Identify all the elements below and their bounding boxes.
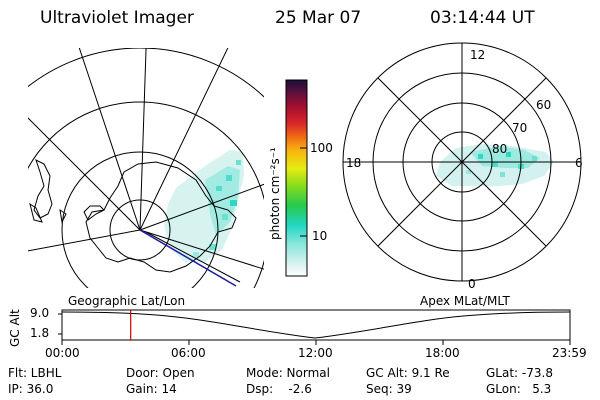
altitude-axis-label: GC Alt xyxy=(8,309,22,347)
colorbar-label-100: 100 xyxy=(310,141,333,155)
mlat-label-80: 80 xyxy=(492,142,508,156)
altitude-curve xyxy=(61,311,571,339)
status-glat: GLat: -73.8 xyxy=(486,366,553,380)
colorbar xyxy=(285,79,308,277)
mlt-label-6: 6 xyxy=(575,156,583,170)
colorbar-label-10: 10 xyxy=(312,229,328,243)
spacecraft-meridian xyxy=(145,231,241,283)
status-door: Door: Open xyxy=(126,366,195,380)
status-dsp: Dsp: -2.6 xyxy=(246,382,312,396)
mlat-label-70: 70 xyxy=(512,121,528,135)
status-gc-alt: GC Alt: 9.1 Re xyxy=(366,366,450,380)
time-ticks xyxy=(58,313,571,345)
spacecraft-track xyxy=(139,229,237,287)
mlat-label-60: 60 xyxy=(536,98,552,112)
altitude-plot xyxy=(58,309,571,345)
observation-date: 25 Mar 07 xyxy=(275,8,362,28)
colorbar-unit-label: photon cm⁻²s⁻¹ xyxy=(268,147,282,240)
time-tick-2359: 23:59 xyxy=(552,346,587,360)
mlt-lines xyxy=(343,43,581,281)
observation-time: 03:14:44 UT xyxy=(430,8,535,28)
geographic-map-label: Geographic Lat/Lon xyxy=(68,294,186,308)
status-gain: Gain: 14 xyxy=(126,382,177,396)
altitude-tick-1-8: 1.8 xyxy=(30,326,50,340)
instrument-title: Ultraviolet Imager xyxy=(40,8,194,28)
status-glon: GLon: 5.3 xyxy=(486,382,552,396)
time-tick-0000: 00:00 xyxy=(45,346,80,360)
mlt-label-12: 12 xyxy=(470,48,486,62)
geographic-map xyxy=(28,48,264,288)
latitude-circles xyxy=(28,48,264,288)
mlt-label-18: 18 xyxy=(346,156,362,170)
mlt-label-0: 0 xyxy=(468,277,476,291)
status-seq: Seq: 39 xyxy=(366,382,412,396)
polar-plot xyxy=(342,42,582,282)
altitude-tick-9: 9.0 xyxy=(30,306,50,320)
time-tick-0600: 06:00 xyxy=(171,346,206,360)
time-tick-1800: 18:00 xyxy=(425,346,460,360)
time-tick-1200: 12:00 xyxy=(298,346,333,360)
status-mode: Mode: Normal xyxy=(246,366,330,380)
longitude-lines xyxy=(28,48,264,270)
status-ip: IP: 36.0 xyxy=(8,382,54,396)
status-filter: Flt: LBHL xyxy=(8,366,62,380)
polar-plot-label: Apex MLat/MLT xyxy=(420,294,510,308)
